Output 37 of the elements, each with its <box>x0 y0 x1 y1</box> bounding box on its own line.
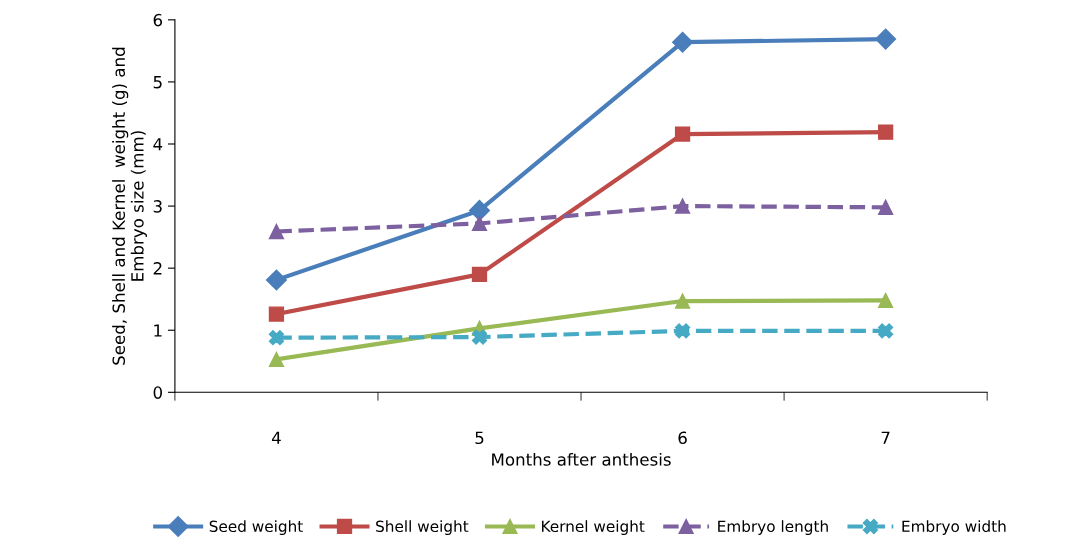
y-tick-label: 3 <box>153 200 162 213</box>
y-tick-label: 2 <box>153 262 162 275</box>
point <box>875 28 897 50</box>
point <box>674 293 691 309</box>
point <box>674 323 691 339</box>
point <box>674 198 691 214</box>
point <box>268 223 285 240</box>
point <box>265 269 287 291</box>
y-tick-label: 6 <box>153 13 163 27</box>
legend-label: Kernel weight <box>542 520 645 535</box>
point <box>268 351 285 368</box>
legend-label: Shell weight <box>376 520 469 535</box>
y-axis-title: Seed, Shell and Kernel weight (g) and Embryo size (mm) <box>112 47 147 365</box>
y-tick-label: 0 <box>153 386 162 399</box>
legend-label: Embryo length <box>718 520 828 535</box>
point <box>468 199 491 221</box>
x-tick-label: 5 <box>475 431 484 445</box>
x-tick-label: 7 <box>881 431 890 444</box>
point <box>877 199 894 215</box>
point <box>268 330 285 346</box>
point <box>471 215 488 232</box>
point <box>877 292 894 309</box>
x-tick-label: 4 <box>271 431 281 444</box>
legend-label: Seed weight <box>209 520 303 535</box>
y-tick-label: 4 <box>153 138 163 151</box>
legend-label: Embryo width <box>902 520 1006 535</box>
point <box>471 266 488 283</box>
point <box>674 126 691 142</box>
point <box>471 329 488 345</box>
x-axis-title: Months after anthesis <box>492 452 671 466</box>
point <box>877 323 894 339</box>
y-tick-label: 5 <box>153 76 162 89</box>
x-tick-label: 6 <box>678 431 687 445</box>
point <box>268 306 285 322</box>
point <box>877 124 894 140</box>
y-tick-label: 1 <box>154 324 162 337</box>
point <box>672 31 694 53</box>
